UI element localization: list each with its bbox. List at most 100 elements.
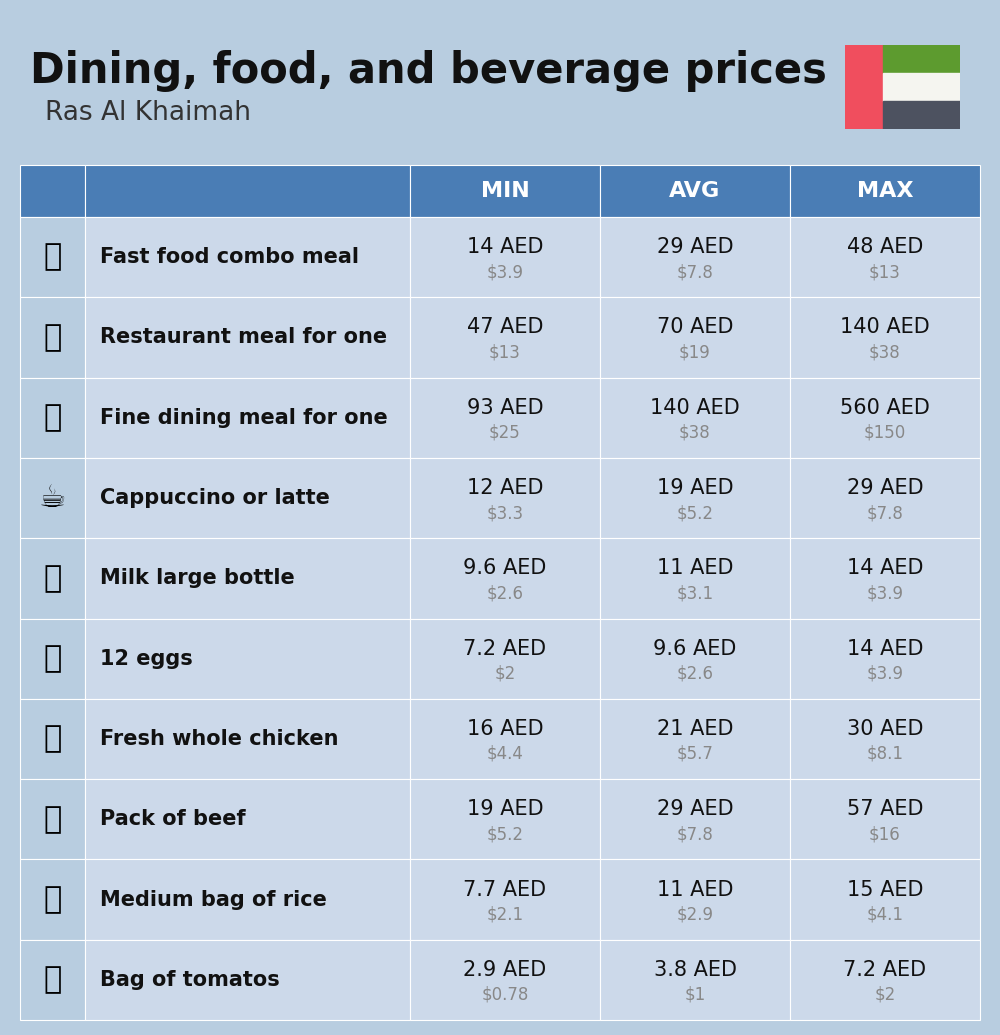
Text: $1: $1: [684, 986, 706, 1004]
Text: 7.2 AED: 7.2 AED: [843, 959, 927, 980]
Bar: [85, 457, 410, 538]
Text: 12 AED: 12 AED: [467, 478, 543, 498]
Text: 3.8 AED: 3.8 AED: [654, 959, 736, 980]
Text: Dining, food, and beverage prices: Dining, food, and beverage prices: [30, 50, 827, 92]
Bar: [85, 940, 410, 1021]
Bar: [20, 457, 85, 538]
Text: Fresh whole chicken: Fresh whole chicken: [100, 729, 338, 749]
Bar: [20, 217, 85, 297]
Text: 🍳: 🍳: [43, 323, 62, 352]
Text: 12 eggs: 12 eggs: [100, 649, 193, 669]
Text: 🥛: 🥛: [43, 564, 62, 593]
Text: $2: $2: [494, 664, 516, 683]
Bar: [410, 457, 600, 538]
Bar: [410, 165, 600, 217]
Bar: [600, 165, 790, 217]
Text: MIN: MIN: [481, 181, 529, 201]
Bar: [883, 72, 960, 101]
Text: $2.1: $2.1: [486, 906, 524, 923]
Text: $13: $13: [869, 263, 901, 282]
Text: $3.9: $3.9: [866, 664, 904, 683]
Text: Ras Al Khaimah: Ras Al Khaimah: [45, 100, 251, 126]
Text: 93 AED: 93 AED: [467, 397, 543, 418]
Bar: [600, 619, 790, 699]
Bar: [790, 378, 980, 457]
Bar: [600, 378, 790, 457]
Text: $2.9: $2.9: [676, 906, 714, 923]
Text: 29 AED: 29 AED: [847, 478, 923, 498]
Text: $5.7: $5.7: [677, 745, 713, 763]
Text: $7.8: $7.8: [677, 263, 713, 282]
Bar: [790, 859, 980, 940]
Text: $3.9: $3.9: [866, 585, 904, 602]
Text: 16 AED: 16 AED: [467, 719, 543, 739]
Text: 🍽: 🍽: [43, 404, 62, 433]
Text: 9.6 AED: 9.6 AED: [463, 558, 547, 579]
Text: 9.6 AED: 9.6 AED: [653, 639, 737, 658]
Bar: [790, 779, 980, 859]
Text: ☕: ☕: [39, 483, 66, 512]
Text: 2.9 AED: 2.9 AED: [463, 959, 547, 980]
Text: 🥚: 🥚: [43, 644, 62, 673]
Text: $25: $25: [489, 423, 521, 442]
Bar: [790, 217, 980, 297]
Text: $13: $13: [489, 344, 521, 361]
Text: Fine dining meal for one: Fine dining meal for one: [100, 408, 388, 427]
Text: 19 AED: 19 AED: [657, 478, 733, 498]
Bar: [410, 297, 600, 378]
Text: 7.7 AED: 7.7 AED: [463, 880, 547, 899]
Text: 11 AED: 11 AED: [657, 558, 733, 579]
Bar: [85, 859, 410, 940]
Text: $7.8: $7.8: [677, 825, 713, 844]
Bar: [790, 699, 980, 779]
Text: $4.1: $4.1: [866, 906, 904, 923]
Text: 47 AED: 47 AED: [467, 318, 543, 337]
Text: $0.78: $0.78: [481, 986, 529, 1004]
Text: $7.8: $7.8: [867, 504, 903, 522]
Text: 14 AED: 14 AED: [847, 639, 923, 658]
Text: 57 AED: 57 AED: [847, 799, 923, 820]
Bar: [790, 457, 980, 538]
Text: Restaurant meal for one: Restaurant meal for one: [100, 327, 387, 348]
Bar: [20, 779, 85, 859]
Bar: [20, 165, 85, 217]
Text: 19 AED: 19 AED: [467, 799, 543, 820]
Bar: [600, 457, 790, 538]
Text: AVG: AVG: [669, 181, 721, 201]
Bar: [410, 378, 600, 457]
Bar: [20, 859, 85, 940]
Bar: [410, 538, 600, 619]
Text: $19: $19: [679, 344, 711, 361]
Bar: [410, 779, 600, 859]
Bar: [410, 699, 600, 779]
Text: 70 AED: 70 AED: [657, 318, 733, 337]
Text: $3.3: $3.3: [486, 504, 524, 522]
Bar: [20, 940, 85, 1021]
Text: 140 AED: 140 AED: [840, 318, 930, 337]
Bar: [600, 217, 790, 297]
Bar: [600, 940, 790, 1021]
Text: 11 AED: 11 AED: [657, 880, 733, 899]
Text: $16: $16: [869, 825, 901, 844]
Text: 15 AED: 15 AED: [847, 880, 923, 899]
Bar: [20, 699, 85, 779]
Bar: [790, 940, 980, 1021]
Text: Medium bag of rice: Medium bag of rice: [100, 889, 327, 910]
Text: $38: $38: [869, 344, 901, 361]
Text: Milk large bottle: Milk large bottle: [100, 568, 295, 588]
Text: 14 AED: 14 AED: [847, 558, 923, 579]
Bar: [790, 165, 980, 217]
Text: 🍚: 🍚: [43, 885, 62, 914]
Bar: [883, 101, 960, 129]
Text: 14 AED: 14 AED: [467, 237, 543, 257]
Text: $150: $150: [864, 423, 906, 442]
Bar: [410, 619, 600, 699]
Bar: [85, 165, 410, 217]
Text: $5.2: $5.2: [486, 825, 524, 844]
Text: $3.1: $3.1: [676, 585, 714, 602]
Text: $5.2: $5.2: [676, 504, 714, 522]
Bar: [600, 859, 790, 940]
Text: Fast food combo meal: Fast food combo meal: [100, 247, 359, 267]
Bar: [600, 297, 790, 378]
Bar: [790, 297, 980, 378]
